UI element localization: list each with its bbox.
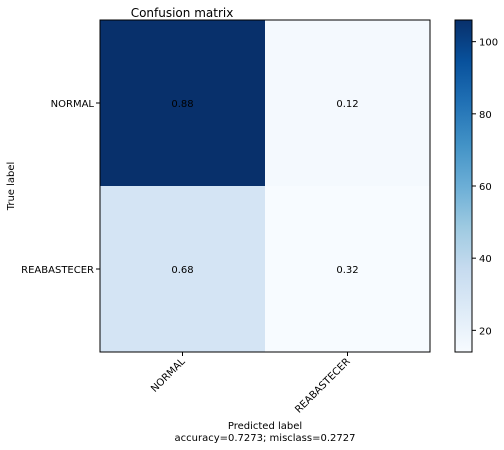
colorbar-gradient — [454, 19, 473, 353]
chart-title: Confusion matrix — [131, 6, 234, 20]
colorbar-ticks: 20 40 60 80 100 — [472, 38, 498, 337]
colorbar-tick-label: 40 — [479, 254, 492, 265]
heatmap-cell — [100, 186, 265, 352]
heatmap-cells — [100, 20, 430, 352]
y-tick-label: REABASTECER — [21, 265, 94, 276]
x-tick-label: NORMAL — [149, 356, 188, 395]
heatmap-cell — [265, 20, 430, 186]
y-tick-label: NORMAL — [51, 99, 95, 110]
colorbar-tick-label: 100 — [479, 38, 498, 49]
colorbar-tick-label: 60 — [479, 182, 492, 193]
cell-value-label: 0.88 — [171, 99, 193, 110]
colorbar-tick-label: 20 — [479, 326, 492, 337]
heatmap-cell — [265, 186, 430, 352]
cell-value-label: 0.68 — [171, 265, 193, 276]
colorbar-tick-label: 80 — [479, 110, 492, 121]
x-axis-label: Predicted label — [228, 421, 302, 432]
heatmap-cell — [100, 20, 265, 186]
cell-value-label: 0.12 — [336, 99, 358, 110]
y-axis-ticks: NORMAL REABASTECER — [21, 99, 100, 276]
x-axis-ticks: NORMAL REABASTECER — [149, 352, 353, 416]
plot-frame — [99, 19, 431, 353]
y-axis-label: True label — [6, 162, 17, 212]
colorbar: 20 40 60 80 100 — [454, 19, 498, 353]
heatmap-cell-labels: 0.88 0.12 0.68 0.32 — [171, 99, 358, 276]
cell-value-label: 0.32 — [336, 265, 358, 276]
x-tick-label: REABASTECER — [293, 356, 352, 415]
accuracy-caption: accuracy=0.7273; misclass=0.2727 — [175, 433, 356, 444]
